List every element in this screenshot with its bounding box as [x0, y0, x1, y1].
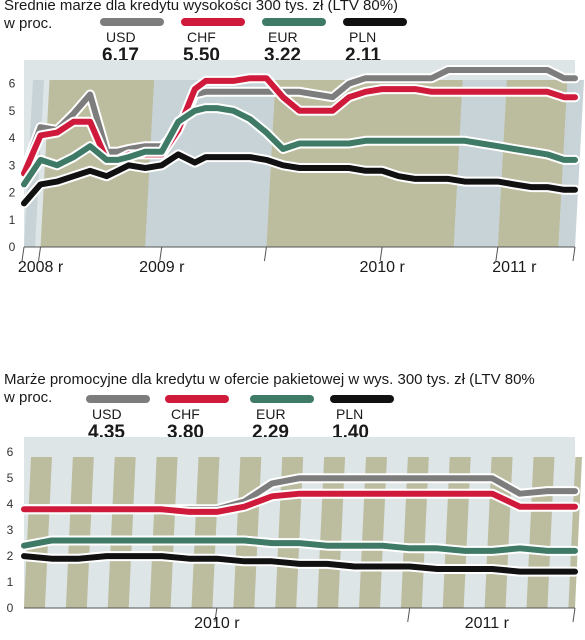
legend-pln-name: PLN — [349, 29, 377, 45]
background-band — [65, 457, 94, 608]
y-tick-label: 6 — [7, 445, 14, 459]
y-tick-label: 5 — [9, 104, 16, 118]
y-tick-label: 0 — [7, 601, 14, 615]
y-tick-label: 5 — [7, 471, 14, 485]
x-tick — [38, 246, 42, 262]
legend-chf-name: CHF — [187, 29, 216, 45]
chart-2-unit-label: w proc. — [4, 389, 53, 406]
legend-chf-swatch — [181, 18, 245, 26]
x-tick-label: 2011 r — [492, 259, 537, 276]
x-tick — [214, 607, 218, 623]
x-tick — [495, 246, 499, 262]
background-band — [149, 457, 178, 608]
legend2-pln-swatch — [330, 395, 394, 403]
y-tick-label: 4 — [7, 497, 14, 511]
legend2-pln-name: PLN — [336, 406, 364, 422]
legend-eur-swatch — [262, 18, 326, 26]
x-tick-label: 2009 r — [139, 259, 185, 276]
series-line-eur — [21, 105, 578, 188]
y-tick-label: 1 — [9, 213, 16, 227]
series-line-usd — [21, 67, 578, 174]
background-band — [24, 457, 52, 608]
series-line-chf — [21, 490, 578, 515]
x-tick — [379, 246, 383, 262]
y-tick-label: 3 — [7, 523, 14, 537]
legend2-eur-swatch — [250, 395, 314, 403]
series-line-eur — [21, 537, 578, 554]
y-tick-label: 2 — [7, 549, 14, 563]
legend-eur-name: EUR — [268, 29, 298, 45]
y-tick-label: 4 — [9, 131, 16, 145]
chart-1-plot: 0 1 2 3 4 5 6 2008 r 2009 r 2010 r 2011 r — [9, 60, 584, 276]
x-tick — [263, 246, 267, 262]
y-tick-label: 0 — [9, 240, 16, 254]
legend-usd-swatch — [100, 18, 164, 26]
y-tick-label: 3 — [9, 158, 16, 172]
x-tick-label: 2010 r — [194, 615, 240, 632]
x-tick-label: 2011 r — [465, 615, 510, 632]
background-band — [191, 457, 220, 608]
x-tick — [159, 246, 163, 262]
x-tick — [21, 246, 25, 262]
series-line-pln — [21, 151, 578, 207]
x-tick — [407, 607, 411, 623]
y-tick-label: 1 — [7, 575, 14, 589]
chart-2-title: Marże promocyjne dla kredytu w ofercie p… — [4, 371, 535, 388]
background-band — [107, 457, 136, 608]
legend2-usd-swatch — [86, 395, 150, 403]
x-tick — [572, 607, 576, 623]
chart-1-unit-label: w proc. — [4, 15, 53, 32]
legend-usd-name: USD — [106, 29, 136, 45]
series-line-pln — [21, 553, 578, 575]
x-tick-label: 2010 r — [359, 259, 405, 276]
background-band — [453, 80, 507, 247]
y-tick-label: 2 — [9, 186, 16, 200]
legend2-chf-name: CHF — [171, 406, 200, 422]
background-band — [266, 80, 463, 247]
background-band — [497, 80, 568, 247]
legend-pln-swatch — [343, 18, 407, 26]
x-tick-label: 2008 r — [18, 259, 64, 276]
legend2-usd-name: USD — [92, 406, 122, 422]
legend2-chf-swatch — [165, 395, 229, 403]
legend2-eur-name: EUR — [256, 406, 286, 422]
y-tick-label: 6 — [9, 77, 16, 91]
chart-1-title: Średnie marże dla kredytu wysokości 300 … — [4, 0, 399, 14]
x-tick — [572, 246, 576, 262]
